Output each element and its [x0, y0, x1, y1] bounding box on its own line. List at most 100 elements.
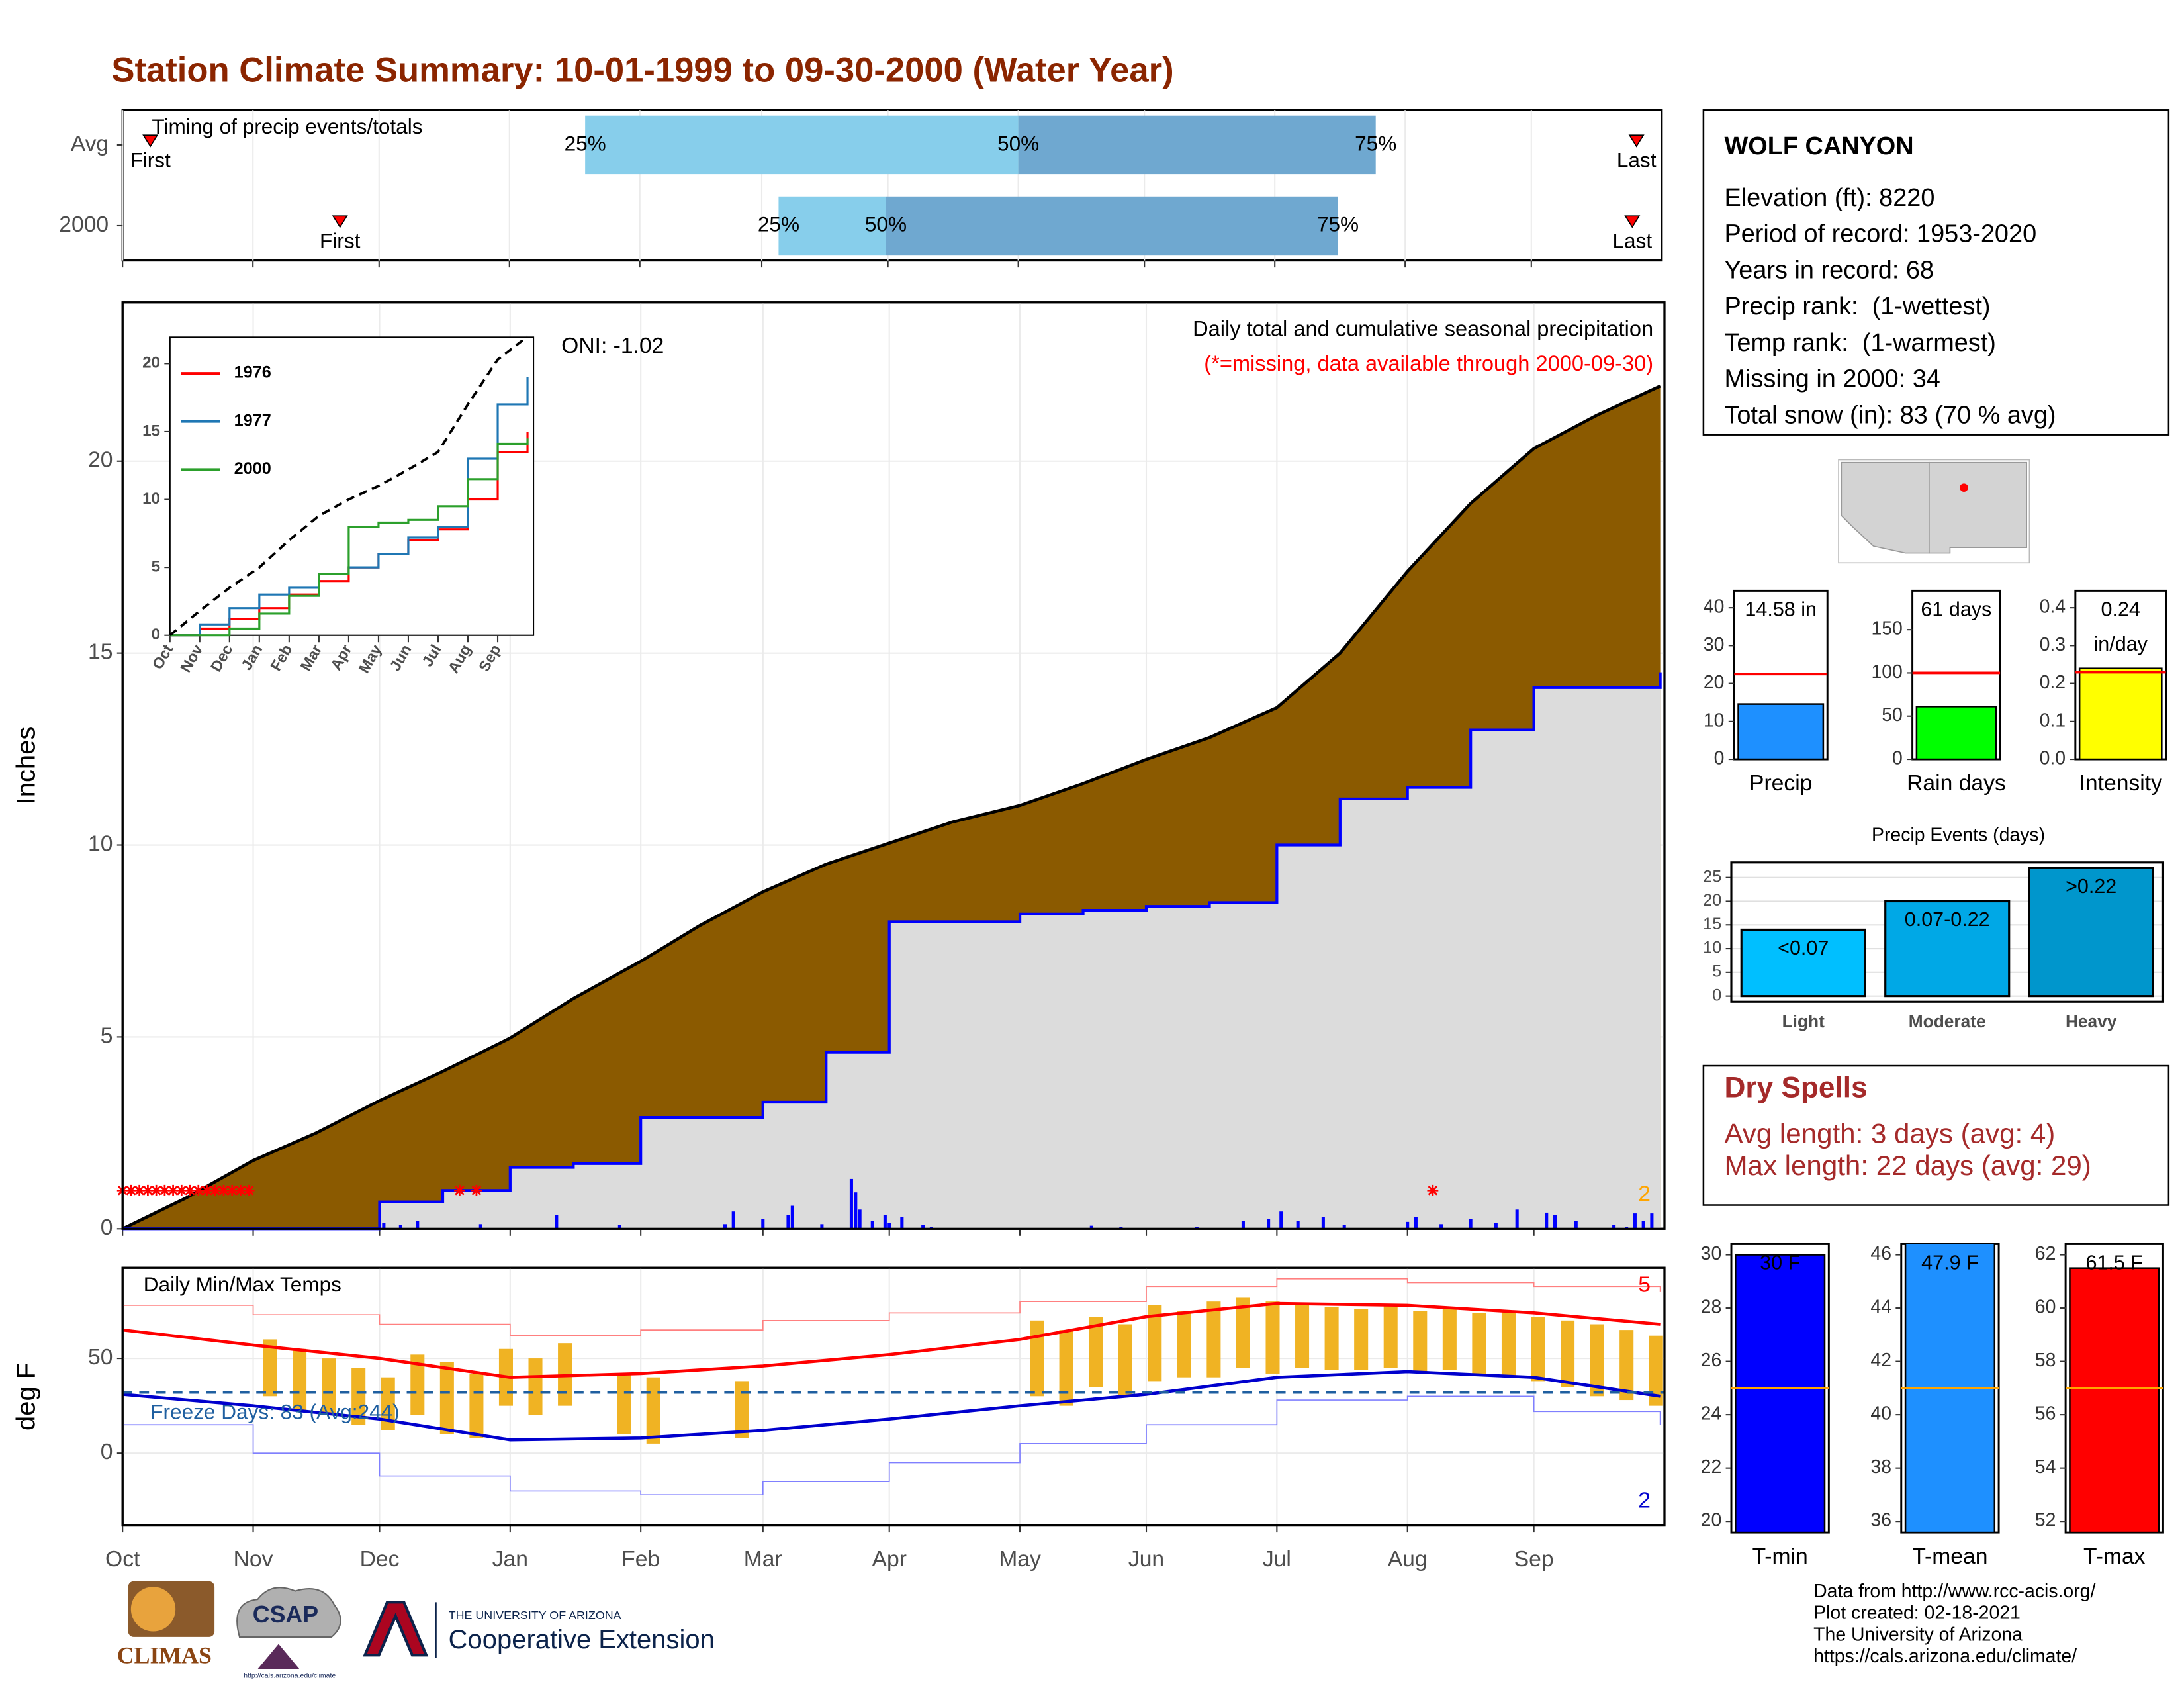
x-tick-label: Jul	[1263, 1547, 1291, 1571]
y-tick-label: 0.0	[2040, 748, 2066, 769]
x-tick-label: May	[999, 1547, 1041, 1571]
category-label: T-mean	[1912, 1544, 1987, 1569]
y-tick-label: 5	[101, 1023, 113, 1048]
plot-frame	[121, 1266, 1666, 1527]
y-tick-label: 20	[1704, 672, 1725, 693]
station-line: Temp rank: (1-warmest)	[1724, 329, 1995, 357]
y-tick-label: 2000	[59, 212, 109, 237]
event-marker	[332, 215, 348, 228]
bar-group	[1731, 1254, 1829, 1533]
station-line: Missing in 2000: 34	[1724, 365, 1940, 393]
logo-text: THE UNIVERSITY OF ARIZONA	[449, 1609, 621, 1622]
bin-label: 0.07-0.22	[1905, 908, 1990, 931]
dry-spells-title: Dry Spells	[1724, 1072, 1867, 1104]
daily-precip-bar	[1267, 1219, 1271, 1229]
daily-temp-bar	[351, 1368, 366, 1425]
bin-label: >0.22	[2066, 875, 2116, 898]
event-marker	[1628, 134, 1645, 148]
daily-temp-bar	[1472, 1313, 1486, 1374]
missing-marker	[159, 1184, 171, 1196]
quantile-label: 50%	[865, 212, 907, 236]
cumulative-line	[122, 672, 1662, 1231]
y-tick-label: 25	[1703, 867, 1721, 886]
missing-marker	[471, 1184, 482, 1196]
daily-precip-bar	[786, 1215, 790, 1229]
daily-precip-bar	[617, 1225, 621, 1229]
daily-temp-bar	[293, 1348, 307, 1412]
daily-precip-bar	[1574, 1221, 1578, 1229]
daily-temp-bar	[1236, 1297, 1250, 1368]
quantile-label: 75%	[1317, 212, 1359, 236]
x-tick-label: Jun	[1128, 1547, 1164, 1571]
bar	[1737, 703, 1825, 760]
missing-marker	[150, 1184, 162, 1196]
daily-temp-bar	[1561, 1320, 1575, 1387]
station-box	[1702, 109, 2170, 436]
timing-bar	[778, 196, 886, 256]
logo-text: CLIMAS	[117, 1642, 212, 1669]
daily-temp-bar	[469, 1373, 484, 1438]
plot-frame	[121, 301, 1666, 1230]
y-tick-label: 0.4	[2040, 596, 2066, 618]
y-tick-label: 50	[88, 1345, 113, 1370]
legend-label: 2000	[234, 459, 271, 478]
category-label: Precip	[1749, 771, 1812, 796]
daily-temp-bar	[1619, 1330, 1634, 1401]
daily-temp-bar	[1354, 1309, 1369, 1370]
legend-label: 1976	[234, 363, 271, 382]
y-tick-label: 24	[1701, 1403, 1722, 1425]
logo-shape	[130, 1587, 176, 1632]
dry-spells-line: Max length: 22 days (avg: 29)	[1724, 1150, 2091, 1181]
cumulative-line	[122, 385, 1661, 1231]
daily-precip-bar	[1414, 1217, 1418, 1229]
y-tick-label: 52	[2035, 1510, 2056, 1531]
y-tick-label: 28	[1701, 1297, 1722, 1318]
daily-precip-bar	[1241, 1221, 1245, 1229]
daily-precip-bar	[870, 1221, 874, 1229]
missing-marker	[167, 1184, 179, 1196]
legend-label: 1977	[234, 411, 271, 430]
daily-precip-bar	[1545, 1212, 1549, 1229]
missing-marker	[218, 1184, 230, 1196]
daily-precip-bar	[1439, 1224, 1443, 1229]
y-tick-label: 20	[1701, 1510, 1722, 1531]
daily-temp-bar	[1383, 1305, 1398, 1368]
y-tick-label: 20	[142, 354, 160, 372]
y-tick-label: 20	[1703, 891, 1721, 910]
daily-temp-bar	[410, 1354, 425, 1415]
y-tick-label: 0	[152, 626, 160, 643]
daily-precip-bar	[858, 1209, 862, 1229]
daily-precip-bar	[1342, 1225, 1346, 1229]
daily-temp-bar	[1295, 1305, 1310, 1368]
missing-marker	[454, 1184, 465, 1196]
corner-label: 2	[1638, 1489, 1651, 1513]
y-tick-label: 40	[1870, 1403, 1891, 1425]
y-tick-label: 50	[1882, 704, 1903, 726]
daily-temp-bar	[1531, 1317, 1545, 1382]
daily-precip-bar	[1641, 1221, 1645, 1229]
x-tick-label: Mar	[744, 1547, 782, 1571]
station-line: Total snow (in): 83 (70 % avg)	[1724, 401, 2056, 429]
y-tick-label: 46	[1870, 1243, 1891, 1264]
panel-subtitle: (*=missing, data available through 2000-…	[1204, 351, 1653, 375]
event-label: First	[130, 148, 171, 172]
daily-precip-bar	[1089, 1225, 1093, 1229]
y-tick-label: 30	[1701, 1243, 1722, 1264]
bar	[2069, 1267, 2160, 1533]
panel-title: Daily total and cumulative seasonal prec…	[1193, 316, 1653, 340]
category-label: T-max	[2083, 1544, 2146, 1569]
daily-precip-bar	[1279, 1211, 1283, 1229]
footer-line: Plot created: 02-18-2021	[1813, 1603, 2021, 1624]
category-label: T-min	[1752, 1544, 1808, 1569]
daily-precip-bar	[1515, 1209, 1519, 1229]
event-label: First	[320, 229, 361, 253]
missing-marker	[226, 1184, 238, 1196]
logo-text: CSAP	[253, 1601, 318, 1628]
daily-temp-bar	[439, 1362, 454, 1434]
csap-logo: CSAP http://cals.arizona.edu/climate	[236, 1587, 341, 1680]
daily-temp-bar	[1590, 1324, 1604, 1397]
category-label: Light	[1782, 1011, 1825, 1031]
quantile-label: 25%	[758, 212, 799, 236]
y-tick-label: 22	[1701, 1456, 1722, 1477]
daily-temp-bar	[1118, 1324, 1132, 1397]
